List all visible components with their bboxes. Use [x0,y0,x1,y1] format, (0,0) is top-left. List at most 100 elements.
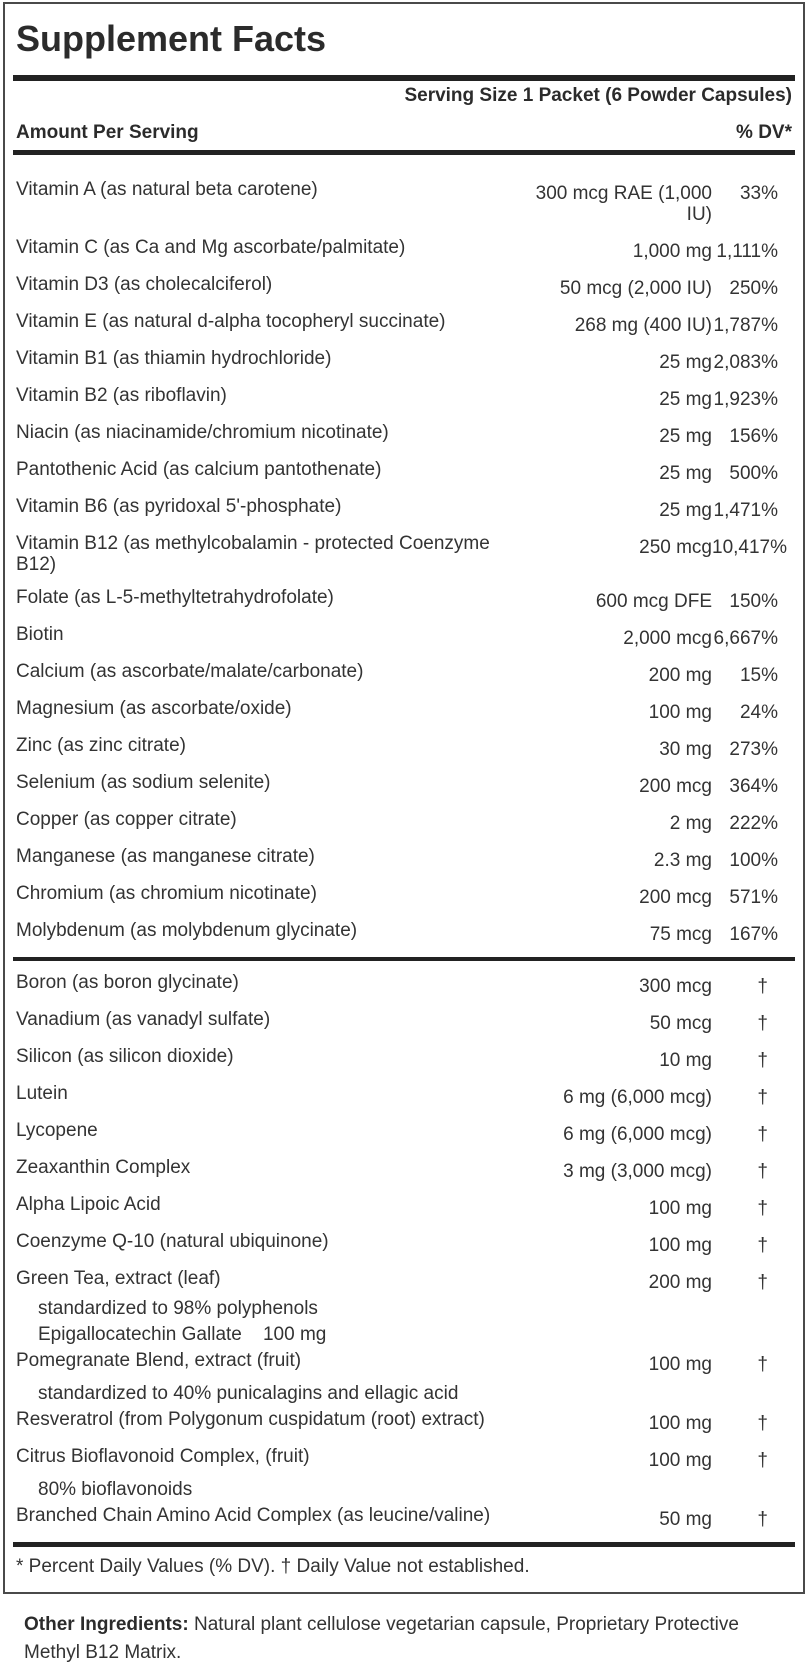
nutrient-name: Alpha Lipoic Acid [16,1194,161,1215]
nutrient-dv: † [757,1198,768,1219]
nutrient-name: Branched Chain Amino Acid Complex (as le… [16,1505,491,1526]
nutrient-name: Manganese (as manganese citrate) [16,846,315,867]
nutrient-dv: 364% [729,776,778,797]
nutrient-row: Vitamin C (as Ca and Mg ascorbate/palmit… [16,237,792,262]
nutrient-name: Lutein [16,1083,68,1104]
nutrient-row: Vitamin A (as natural beta carotene) 300… [16,179,792,225]
nutrient-dv: † [757,976,768,997]
nutrient-amount: 75 mcg [649,924,712,945]
nutrient-dv: 33% [739,183,778,204]
nutrient-dv: † [757,1509,768,1530]
nutrient-amount: 200 mg [648,665,712,686]
nutrient-name: Selenium (as sodium selenite) [16,772,271,793]
nutrient-amount: 6 mg (6,000 mcg) [563,1087,712,1108]
nutrient-amount: 100 mg [648,1354,712,1375]
nutrient-row: Lycopene 6 mg (6,000 mcg) † [16,1120,792,1145]
nutrient-name: Silicon (as silicon dioxide) [16,1046,234,1067]
nutrient-name: Vitamin B12 (as methylcobalamin - protec… [16,533,490,575]
nutrient-row: Molybdenum (as molybdenum glycinate) 75 … [16,920,792,945]
other-ingredients: Other Ingredients: Natural plant cellulo… [24,1611,784,1667]
nutrient-amount: 25 mg [659,389,712,410]
nutrient-name: Lycopene [16,1120,98,1141]
nutrient-row: Manganese (as manganese citrate) 2.3 mg … [16,846,792,871]
nutrient-row: Alpha Lipoic Acid 100 mg † [16,1194,792,1219]
nutrient-name: Molybdenum (as molybdenum glycinate) [16,920,358,941]
nutrient-amount: 200 mcg [639,887,712,908]
nutrient-dv: † [757,1161,768,1182]
nutrient-dv: 167% [729,924,778,945]
nutrient-name: Calcium (as ascorbate/malate/carbonate) [16,661,364,682]
other-ingredients-label: Other Ingredients: [24,1614,189,1635]
nutrient-row: Vitamin B12 (as methylcobalamin - protec… [16,533,792,575]
nutrient-subnote: standardized to 98% polyphenols [38,1298,318,1319]
nutrient-row: Zinc (as zinc citrate) 30 mg 273% [16,735,792,760]
nutrient-name: Boron (as boron glycinate) [16,972,239,993]
nutrient-dv: 24% [739,702,778,723]
nutrient-name: Niacin (as niacinamide/chromium nicotina… [16,422,389,443]
nutrient-amount: 3 mg (3,000 mcg) [563,1161,712,1182]
nutrient-dv: 2,083% [713,352,778,373]
column-headers: Amount Per Serving % DV* [16,122,792,143]
nutrient-row: Green Tea, extract (leaf) 200 mg † [16,1268,792,1293]
nutrient-row: Vitamin D3 (as cholecalciferol) 50 mcg (… [16,274,792,299]
footnote-divider [13,1542,795,1547]
nutrient-amount: 300 mcg [639,976,712,997]
nutrient-dv: 1,923% [713,389,778,410]
nutrient-row: Citrus Bioflavonoid Complex, (fruit) 100… [16,1446,792,1471]
nutrient-dv: 1,111% [716,241,778,262]
nutrient-row: Zeaxanthin Complex 3 mg (3,000 mcg) † [16,1157,792,1182]
percent-dv-header: % DV* [736,122,792,143]
nutrient-amount: 25 mg [659,426,712,447]
nutrient-row: Resveratrol (from Polygonum cuspidatum (… [16,1409,792,1434]
nutrient-dv: 100% [729,850,778,871]
nutrient-amount: 25 mg [659,463,712,484]
nutrient-row: Chromium (as chromium nicotinate) 200 mc… [16,883,792,908]
nutrient-dv: † [757,1272,768,1293]
nutrient-amount: 2.3 mg [653,850,712,871]
nutrient-dv: 1,471% [713,500,778,521]
nutrient-amount: 600 mcg DFE [595,591,712,612]
nutrient-name: Vitamin C (as Ca and Mg ascorbate/palmit… [16,237,406,258]
section-divider [13,957,795,961]
nutrient-dv: 15% [739,665,778,686]
nutrient-row: Vitamin E (as natural d-alpha tocopheryl… [16,311,792,336]
nutrient-name: Vitamin E (as natural d-alpha tocopheryl… [16,311,446,332]
nutrient-name: Resveratrol (from Polygonum cuspidatum (… [16,1409,485,1430]
nutrient-row: Niacin (as niacinamide/chromium nicotina… [16,422,792,447]
title-divider [13,75,795,81]
nutrient-amount: 100 mg [648,1198,712,1219]
nutrient-dv: 571% [729,887,778,908]
nutrient-amount: 10 mg [659,1050,712,1071]
nutrient-row: Pomegranate Blend, extract (fruit) 100 m… [16,1350,792,1375]
nutrient-dv: 222% [729,813,778,834]
nutrient-dv: 1,787% [713,315,778,336]
nutrient-dv: † [757,1087,768,1108]
panel-title: Supplement Facts [16,18,327,59]
nutrient-amount: 300 mcg RAE (1,000 IU) [535,183,712,225]
amount-per-serving-header: Amount Per Serving [16,122,199,143]
nutrient-dv: † [757,1124,768,1145]
nutrient-row: Silicon (as silicon dioxide) 10 mg † [16,1046,792,1071]
nutrient-row: Vanadium (as vanadyl sulfate) 50 mcg † [16,1009,792,1034]
nutrient-amount: 30 mg [659,739,712,760]
nutrient-amount: 100 mg [648,1413,712,1434]
nutrient-amount: 100 mg [648,702,712,723]
nutrient-dv: 6,667% [713,628,778,649]
nutrient-dv: † [757,1235,768,1256]
nutrient-dv: † [757,1050,768,1071]
nutrient-amount: 25 mg [659,352,712,373]
nutrient-name: Folate (as L-5-methyltetrahydrofolate) [16,587,334,608]
nutrient-name: Magnesium (as ascorbate/oxide) [16,698,292,719]
nutrient-dv: 250% [729,278,778,299]
nutrient-name: Pomegranate Blend, extract (fruit) [16,1350,302,1371]
nutrient-name: Citrus Bioflavonoid Complex, (fruit) [16,1446,310,1467]
nutrient-amount: 100 mg [648,1450,712,1471]
header-divider [13,150,795,155]
nutrient-amount: 2,000 mcg [623,628,712,649]
nutrient-row: Boron (as boron glycinate) 300 mcg † [16,972,792,997]
nutrient-dv: 150% [729,591,778,612]
nutrient-dv: † [757,1413,768,1434]
nutrient-dv: † [757,1450,768,1471]
nutrient-name: Coenzyme Q-10 (natural ubiquinone) [16,1231,329,1252]
